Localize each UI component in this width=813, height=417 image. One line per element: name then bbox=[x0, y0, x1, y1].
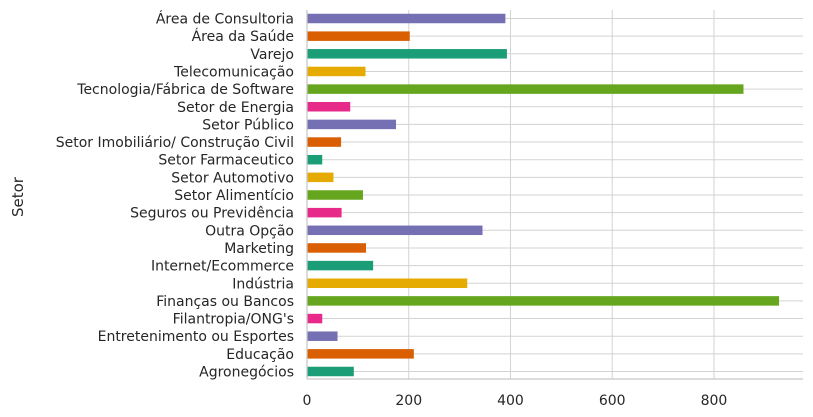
x-tick-label: 800 bbox=[701, 393, 728, 409]
bars bbox=[307, 13, 780, 377]
category-label: Outra Opção bbox=[205, 223, 294, 239]
category-label: Varejo bbox=[250, 47, 294, 63]
bar bbox=[307, 84, 744, 94]
bar bbox=[307, 66, 366, 77]
category-label: Setor Alimentício bbox=[174, 188, 294, 204]
bar bbox=[307, 190, 363, 200]
category-label: Agronegócios bbox=[199, 365, 294, 381]
bar bbox=[307, 13, 506, 24]
bar bbox=[307, 331, 338, 341]
category-label: Seguros ou Previdência bbox=[130, 206, 294, 222]
bar bbox=[307, 102, 351, 112]
category-label: Entretenimento ou Esportes bbox=[98, 329, 294, 345]
x-tick-label: 400 bbox=[497, 393, 524, 409]
y-axis-title: Setor bbox=[9, 176, 27, 217]
category-label: Marketing bbox=[224, 241, 294, 257]
bar bbox=[307, 260, 374, 271]
x-tick-label: 200 bbox=[395, 393, 422, 409]
bar bbox=[307, 313, 323, 324]
category-label: Tecnologia/Fábrica de Software bbox=[76, 82, 294, 98]
bar bbox=[307, 225, 483, 236]
x-tick-label: 0 bbox=[303, 393, 312, 409]
category-label: Setor Público bbox=[202, 117, 294, 133]
category-label: Setor Imobiliário/ Construção Civil bbox=[56, 135, 294, 151]
bar bbox=[307, 243, 367, 253]
bar bbox=[307, 31, 410, 41]
x-tick-labels: 0 200 400 600 800 bbox=[303, 393, 728, 409]
category-label: Telecomunicação bbox=[173, 64, 294, 80]
bar bbox=[307, 207, 342, 218]
bar bbox=[307, 154, 323, 165]
category-label: Educação bbox=[226, 347, 294, 363]
bar bbox=[307, 296, 780, 306]
category-label: Filantropia/ONG's bbox=[173, 312, 294, 328]
bar bbox=[307, 119, 397, 130]
category-label: Área de Consultoria bbox=[156, 11, 294, 28]
bar bbox=[307, 137, 342, 147]
bar bbox=[307, 349, 414, 359]
category-label: Finanças ou Bancos bbox=[156, 294, 294, 310]
x-tick-label: 600 bbox=[599, 393, 626, 409]
category-label: Área da Saúde bbox=[192, 28, 294, 45]
gridlines bbox=[306, 10, 803, 379]
category-label: Setor Automotivo bbox=[171, 170, 294, 186]
bar bbox=[307, 49, 507, 59]
category-label: Setor de Energia bbox=[177, 100, 294, 116]
category-label: Indústria bbox=[232, 276, 294, 292]
bar bbox=[307, 366, 354, 377]
category-label: Internet/Ecommerce bbox=[151, 259, 294, 275]
bar bbox=[307, 172, 334, 183]
bar bbox=[307, 278, 468, 288]
category-label: Setor Farmaceutico bbox=[158, 153, 294, 169]
